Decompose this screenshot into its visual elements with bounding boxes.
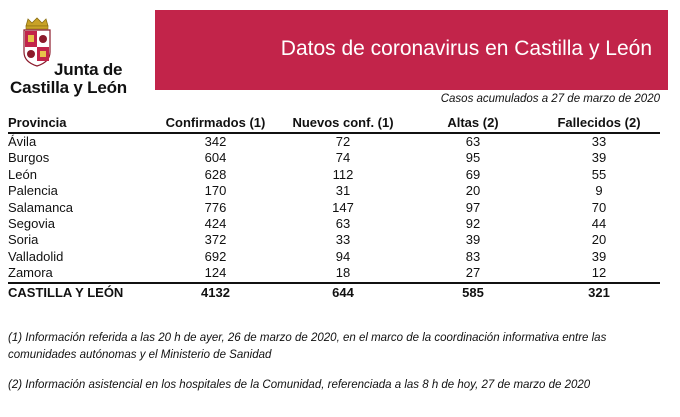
total-confirmados: 4132 [153,281,278,302]
cell-fallecidos: 20 [591,232,607,248]
cell-provincia: Valladolid [8,248,64,264]
cell-nuevos: 74 [335,150,351,166]
logo-text-line1: Junta de [54,60,123,79]
cell-nuevos: 31 [335,183,351,199]
title-banner: Datos de coronavirus en Castilla y León [155,10,668,90]
cell-altas: 27 [465,265,481,281]
coat-of-arms-icon [23,17,51,67]
cell-nuevos: 112 [332,166,354,182]
cell-altas: 20 [465,183,481,199]
cell-provincia: León [8,166,37,182]
footnote-1: (1) Información referida a las 20 h de a… [8,332,607,361]
header-nuevos: Nuevos conf. (1) [278,113,408,134]
cell-fallecidos: 39 [591,150,607,166]
table-row: Ávila 342 72 63 33 [8,133,660,150]
table-row: Burgos 604 74 95 39 [8,150,660,166]
cell-nuevos: 147 [332,199,354,215]
cell-nuevos: 63 [335,216,351,232]
total-label: CASTILLA Y LEÓN [8,281,153,302]
cell-confirmados: 372 [204,232,227,248]
cell-fallecidos: 70 [591,199,607,215]
table-row: Salamanca 776 147 97 70 [8,200,660,216]
cell-provincia: Salamanca [8,199,74,215]
cell-altas: 83 [465,248,481,264]
header-altas: Altas (2) [408,113,538,134]
cases-table: Provincia Confirmados (1) Nuevos conf. (… [8,113,660,302]
table-row: Segovia 424 63 92 44 [8,216,660,232]
cell-provincia: Zamora [8,265,53,281]
cell-confirmados: 692 [204,248,227,264]
cell-fallecidos: 44 [591,216,607,232]
cell-confirmados: 604 [204,150,227,166]
cell-provincia: Burgos [8,150,50,166]
table-row: Soria 372 33 39 20 [8,232,660,248]
cell-provincia: Ávila [8,134,37,149]
table-row: León 628 112 69 55 [8,167,660,183]
total-nuevos: 644 [278,281,408,302]
header-confirmados: Confirmados (1) [153,113,278,134]
total-altas: 585 [408,281,538,302]
cell-altas: 92 [465,216,481,232]
cell-provincia: Soria [8,232,39,248]
page-title: Datos de coronavirus en Castilla y León [280,37,652,60]
table-row: Valladolid 692 94 83 39 [8,249,660,265]
cell-nuevos: 94 [335,248,351,264]
cell-confirmados: 170 [204,183,227,199]
table-row: Zamora 124 18 27 12 [8,265,660,282]
date-caption: Casos acumulados a 27 de marzo de 2020 [440,93,660,105]
cell-nuevos: 33 [335,232,351,248]
header-fallecidos: Fallecidos (2) [538,113,660,134]
cell-confirmados: 628 [204,166,227,182]
cell-fallecidos: 12 [591,265,607,281]
table-row: Palencia 170 31 20 9 [8,183,660,199]
table-header-row: Provincia Confirmados (1) Nuevos conf. (… [8,113,660,134]
cell-altas: 39 [465,232,481,248]
logo-text-line2: Castilla y León [10,78,127,97]
junta-logo: Junta de Castilla y León [10,12,150,97]
cell-confirmados: 124 [204,265,227,281]
cell-fallecidos: 9 [595,183,603,199]
cell-provincia: Palencia [8,183,58,199]
cell-altas: 63 [465,134,481,149]
footnote-2: (2) Información asistencial en los hospi… [8,379,591,391]
total-fallecidos: 321 [538,281,660,302]
header-provincia: Provincia [8,113,153,134]
cell-confirmados: 424 [204,216,227,232]
table-total-row: CASTILLA Y LEÓN 4132 644 585 321 [8,281,660,302]
cell-altas: 69 [465,166,481,182]
cell-confirmados: 342 [204,134,227,149]
cell-altas: 97 [465,199,481,215]
cell-nuevos: 72 [335,134,351,149]
cell-nuevos: 18 [335,265,351,281]
cell-fallecidos: 39 [591,248,607,264]
cell-provincia: Segovia [8,216,55,232]
cell-fallecidos: 33 [591,134,607,149]
cell-altas: 95 [465,150,481,166]
cell-fallecidos: 55 [591,166,607,182]
cell-confirmados: 776 [204,199,227,215]
